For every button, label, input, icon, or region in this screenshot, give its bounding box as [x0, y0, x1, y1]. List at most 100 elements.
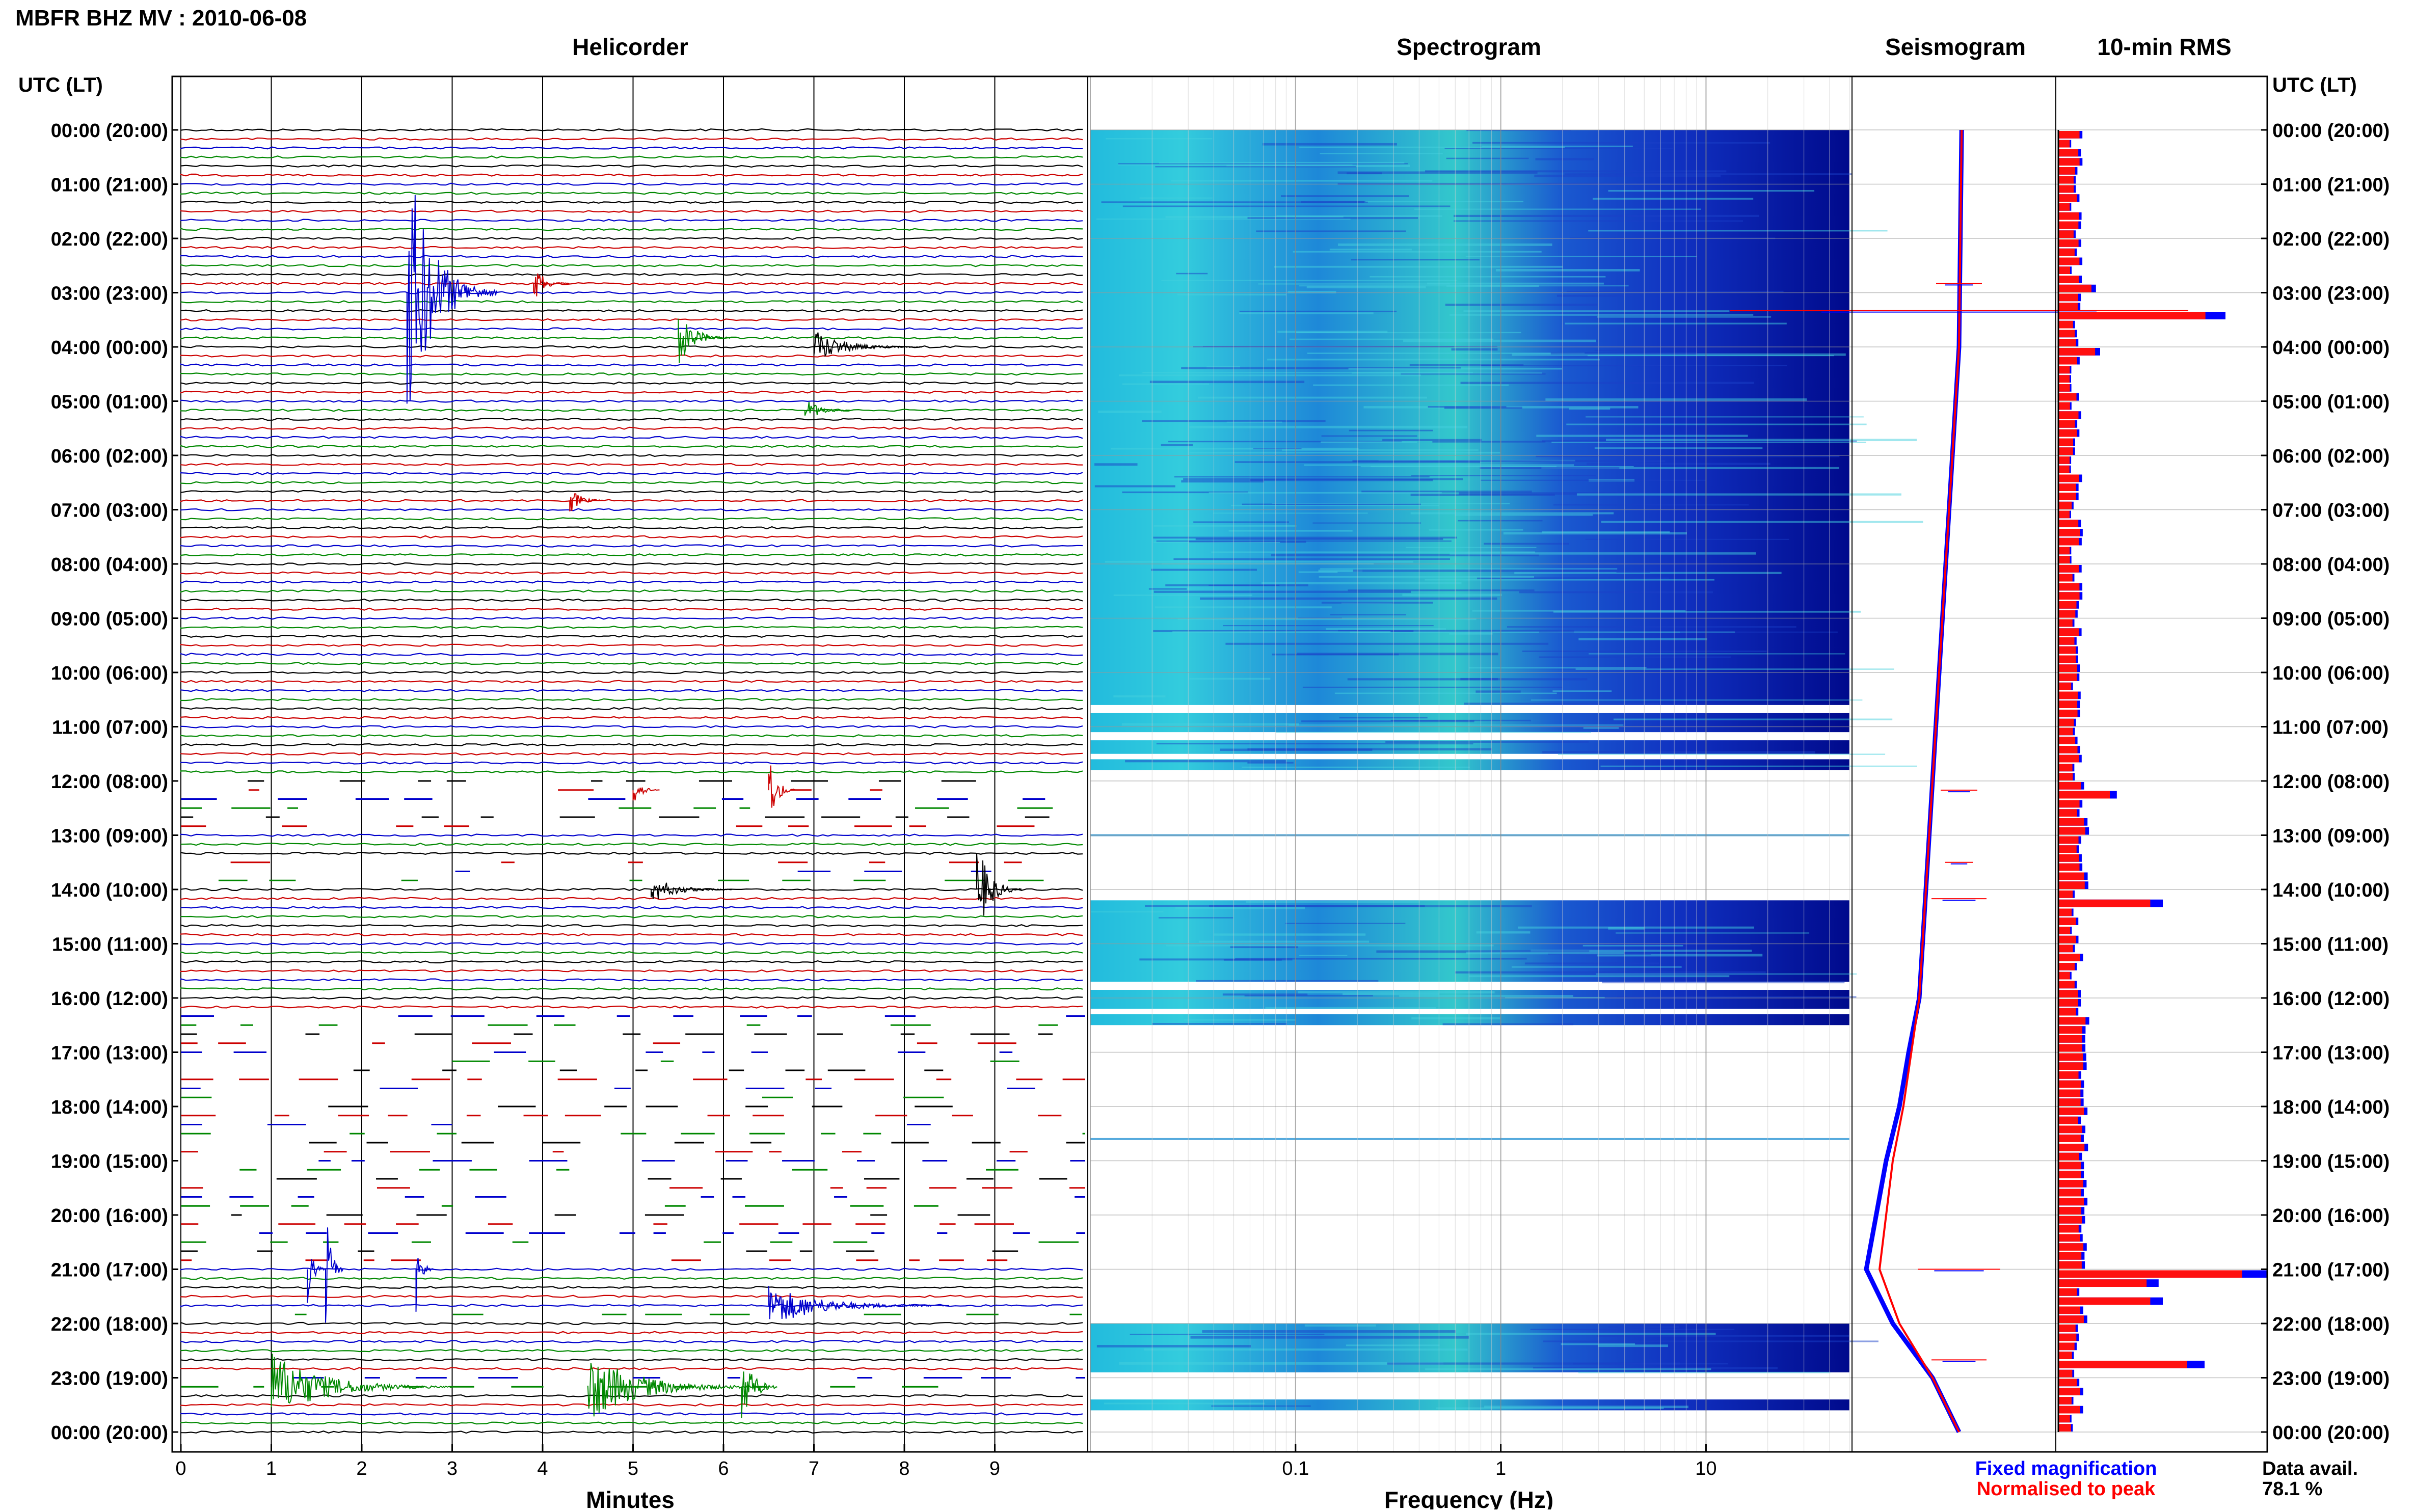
spectrogram-streak: [1454, 214, 1759, 217]
helicorder-trace: [180, 915, 1083, 919]
rms-bar-normalised: [2058, 266, 2070, 274]
helicorder-event: [632, 787, 660, 801]
helicorder-trace: [180, 453, 1083, 457]
spectrogram-streak: [1189, 425, 1468, 428]
rms-bar-normalised: [2058, 881, 2085, 889]
rms-bar-normalised: [2058, 293, 2078, 302]
helicorder-trace: [180, 381, 1083, 385]
helicorder-trace: [180, 300, 1083, 304]
spectrogram-streak: [1565, 322, 1787, 325]
spectrogram-panel: [1090, 76, 2267, 1452]
helicorder-trace: [180, 228, 1083, 231]
time-label-right: 09:00 (05:00): [2272, 609, 2390, 630]
rms-bar-normalised: [2058, 140, 2070, 148]
helicorder-trace: [180, 598, 1083, 602]
rms-bar-normalised: [2058, 1089, 2081, 1097]
spectrogram-streak: [1113, 594, 1252, 596]
spectrogram-streak: [1349, 429, 1433, 431]
helicorder-trace: [180, 481, 1083, 484]
spectrogram-streak: [1583, 727, 1619, 729]
time-label-left: 20:00 (16:00): [51, 1205, 168, 1227]
spectrogram-streak: [1512, 353, 1846, 356]
rms-bar-normalised: [2058, 1261, 2082, 1269]
spectrogram-streak: [1142, 372, 1473, 373]
rms-bar-normalised: [2058, 239, 2079, 247]
spectrogram-block: [1090, 1014, 1849, 1025]
spectrogram-streak: [1575, 668, 1894, 670]
spectrogram-streak: [1351, 259, 1480, 261]
helicorder-trace: [180, 689, 1083, 692]
spectrogram-streak: [1321, 602, 1433, 604]
rms-bar-normalised: [2058, 158, 2080, 166]
helicorder-trace: [180, 734, 1083, 738]
spectrogram-streak: [1553, 610, 1861, 613]
legend-normalised-to-peak: Normalised to peak: [1977, 1478, 2156, 1500]
spectrogram-streak: [1118, 163, 1408, 165]
helicorder-event: [804, 401, 850, 416]
spectrogram-streak: [1235, 958, 1527, 960]
helicorder-event: [678, 318, 733, 363]
helicorder-trace: [180, 1394, 1083, 1398]
spectrogram-streak: [1301, 720, 1474, 722]
rms-bar-normalised: [2058, 320, 2073, 329]
rms-bar-normalised: [2058, 483, 2076, 491]
spectrogram-x-tick-label: 1: [1495, 1458, 1506, 1479]
spectrogram-streak: [1401, 373, 1546, 375]
spectrogram-streak: [1573, 1362, 1728, 1365]
spectrogram-streak: [1239, 310, 1397, 312]
helicorder-trace: [180, 987, 1083, 991]
rms-bar-normalised: [2058, 1180, 2083, 1187]
rms-bar-normalised: [2058, 131, 2080, 139]
spectrogram-streak: [1495, 268, 1640, 272]
helicorder-trace: [180, 670, 1083, 674]
helicorder-event: [406, 195, 497, 404]
spectrogram-streak: [1451, 348, 1498, 351]
spectrogram-streak: [1350, 631, 1680, 633]
spectrogram-streak: [1557, 294, 1633, 297]
spectrogram-streak: [1334, 692, 1557, 694]
helicorder-x-tick-label: 0: [175, 1458, 186, 1479]
spectrogram-streak: [1148, 588, 1187, 590]
helicorder-trace: [180, 1403, 1083, 1407]
spectrogram-streak: [1600, 765, 1917, 767]
spectrogram-streak: [1184, 1019, 1296, 1021]
time-label-left: 12:00 (08:00): [51, 771, 168, 793]
spectrogram-streak: [1168, 441, 1402, 443]
spectrogram-streak: [1444, 407, 1522, 409]
spectrogram-streak: [1172, 631, 1391, 633]
spectrogram-streak: [1589, 653, 1845, 655]
time-label-right: 14:00 (10:00): [2272, 880, 2390, 901]
rms-bar-normalised: [2058, 583, 2080, 591]
spectrogram-streak: [1601, 521, 1923, 523]
spectrogram-streak: [1258, 283, 1450, 285]
spectrogram-streak: [1399, 995, 1573, 997]
spectrogram-streak: [1277, 331, 1388, 333]
spectrogram-streak: [1158, 917, 1233, 919]
helicorder-event: [415, 1258, 434, 1312]
spectrogram-streak: [1298, 991, 1495, 994]
rms-bar-normalised: [2058, 393, 2077, 401]
helicorder-trace: [180, 273, 1083, 277]
helicorder-trace: [180, 933, 1083, 936]
spectrogram-streak: [1338, 630, 1574, 632]
helicorder-trace: [180, 309, 1083, 313]
spectrogram-streak: [1453, 220, 1743, 222]
spectrogram-streak: [1181, 367, 1461, 369]
time-labels-right: 00:00 (20:00) 01:00 (21:00) 02:00 (22:00) 0…: [2261, 120, 2390, 1444]
rms-bar-normalised: [2058, 402, 2070, 410]
spectrogram-streak: [1615, 932, 1810, 934]
spectrogram-streak: [1139, 197, 1213, 199]
rms-bar-normalised: [2058, 493, 2076, 500]
spectrogram-x-tick-label: 10: [1695, 1458, 1716, 1479]
time-label-right: 05:00 (01:00): [2272, 392, 2390, 413]
spectrogram-streak: [1586, 416, 1864, 418]
rms-bar-normalised: [2058, 1035, 2082, 1043]
helicorder-trace: [180, 1430, 1083, 1434]
helicorder-trace: [180, 662, 1083, 665]
spectrogram-streak: [1608, 1326, 1679, 1328]
rms-bar-normalised: [2058, 411, 2079, 419]
spectrogram-streak: [1561, 1343, 1635, 1345]
spectrogram-streak: [1587, 463, 1770, 465]
helicorder-trace: [180, 833, 1083, 837]
spectrogram-streak: [1425, 170, 1727, 173]
